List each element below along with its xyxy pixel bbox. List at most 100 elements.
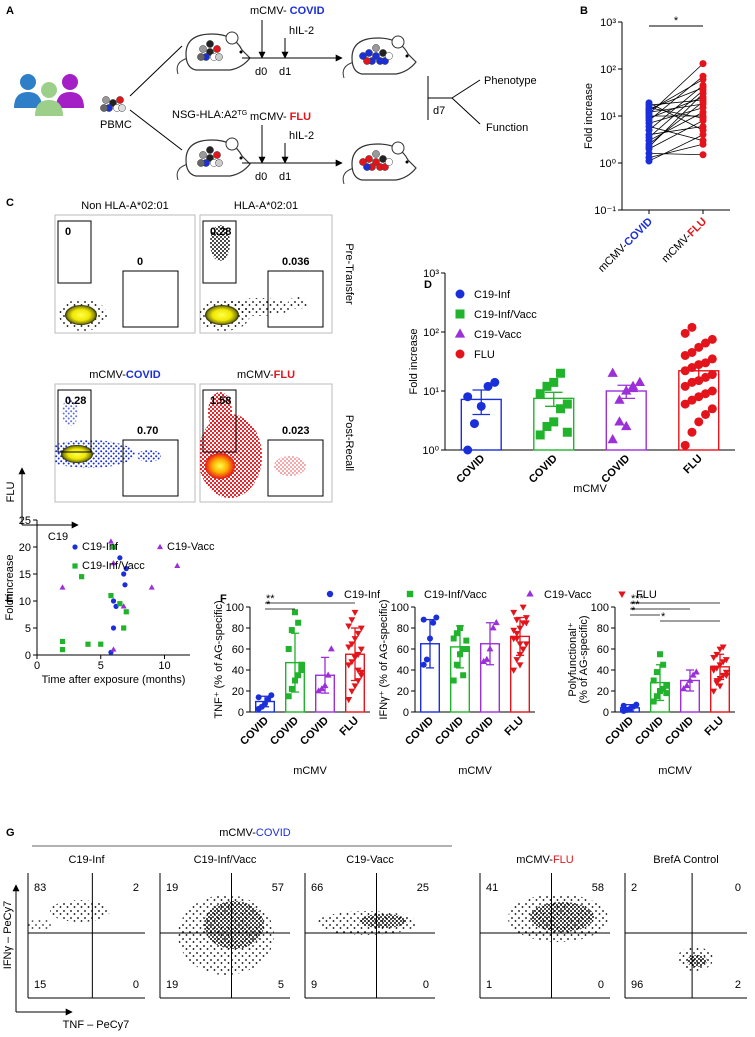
quadrant-label: 2 bbox=[133, 882, 139, 894]
flow-title-part: mCMV- bbox=[89, 369, 126, 381]
cell bbox=[215, 159, 223, 167]
gate bbox=[122, 270, 179, 328]
legend-label: C19-Inf/Vacc bbox=[82, 560, 145, 572]
event-cloud bbox=[208, 392, 232, 432]
data-point bbox=[490, 377, 500, 387]
x-tick-label-part: mCMV- bbox=[660, 231, 695, 266]
data-point bbox=[614, 416, 625, 426]
pair-line bbox=[648, 153, 704, 156]
data-point bbox=[327, 645, 335, 652]
quadrant-label: 9 bbox=[311, 979, 317, 991]
panel-letter: E bbox=[6, 593, 13, 605]
quadrant-label: 96 bbox=[631, 979, 643, 991]
data-point bbox=[680, 440, 690, 450]
x-tick-label: COVID bbox=[433, 715, 466, 748]
data-point bbox=[450, 677, 457, 684]
data-point bbox=[423, 656, 430, 663]
group-header: mCMV-COVID bbox=[219, 827, 291, 839]
readout-label: Phenotype bbox=[484, 75, 537, 87]
significance-label: ** bbox=[266, 593, 275, 605]
x-tick-label: 0 bbox=[34, 660, 40, 672]
pair-line bbox=[648, 120, 704, 150]
flow-title: BrefA Control bbox=[653, 854, 718, 866]
event-cloud bbox=[274, 456, 306, 476]
strain-label-part: NSG-HLA:A2 bbox=[172, 109, 237, 121]
data-point bbox=[174, 562, 181, 568]
significance-label: *** bbox=[631, 593, 645, 605]
cell bbox=[213, 151, 221, 159]
data-point bbox=[707, 334, 717, 344]
y-axis-label: Polyfunctional⁺ bbox=[567, 622, 579, 696]
y-tick-label: 10⁰ bbox=[599, 158, 616, 170]
event-cloud bbox=[137, 450, 161, 462]
gate-label: 0.023 bbox=[282, 425, 310, 437]
data-point bbox=[265, 696, 272, 703]
y-tick-label: 80 bbox=[232, 623, 244, 635]
data-point bbox=[357, 672, 365, 679]
cell bbox=[100, 104, 108, 112]
quadrant-label: 57 bbox=[272, 882, 284, 894]
data-point bbox=[620, 702, 627, 709]
y-tick-label: 40 bbox=[397, 665, 409, 677]
data-point bbox=[707, 354, 717, 364]
panel-letter: F bbox=[220, 593, 227, 605]
event-cloud bbox=[204, 901, 264, 949]
significance-label: ** bbox=[631, 599, 640, 611]
data-point bbox=[645, 143, 653, 151]
data-point bbox=[680, 685, 688, 692]
flow-title: mCMV-FLU bbox=[237, 369, 295, 381]
cell bbox=[109, 99, 117, 107]
data-point bbox=[510, 667, 518, 674]
legend-label: C19-Inf/Vacc bbox=[474, 309, 537, 321]
data-point bbox=[694, 417, 704, 427]
y-tick-label: 100 bbox=[226, 602, 244, 614]
x-tick-label: 10 bbox=[158, 660, 170, 672]
person-body bbox=[14, 92, 42, 108]
cell bbox=[118, 104, 126, 112]
pair-line bbox=[648, 107, 704, 124]
data-point bbox=[120, 603, 127, 609]
data-point bbox=[621, 420, 632, 431]
event-cloud bbox=[530, 902, 594, 932]
flow-title-part: FLU bbox=[553, 854, 574, 866]
data-point bbox=[549, 377, 559, 387]
strain-label-part: TG bbox=[237, 110, 247, 117]
data-point bbox=[683, 682, 691, 689]
data-point bbox=[701, 372, 711, 382]
data-point bbox=[513, 636, 521, 643]
data-point bbox=[542, 422, 552, 432]
data-point bbox=[663, 682, 670, 689]
data-point bbox=[351, 609, 359, 616]
data-point bbox=[699, 75, 707, 83]
data-point bbox=[689, 671, 697, 678]
y-tick-label: 0 bbox=[603, 707, 609, 719]
data-point bbox=[110, 559, 117, 566]
legend-swatch bbox=[455, 349, 465, 359]
data-point bbox=[420, 661, 427, 668]
data-point bbox=[645, 99, 653, 107]
arm-label-part: mCMV- bbox=[250, 5, 287, 17]
event-cloud bbox=[65, 305, 97, 325]
legend-swatch bbox=[326, 590, 334, 598]
cell bbox=[381, 163, 389, 171]
day-label: d0 bbox=[255, 66, 267, 78]
data-point bbox=[687, 363, 697, 373]
gate bbox=[267, 270, 324, 328]
row-label: Post-Recall bbox=[343, 415, 355, 471]
data-point bbox=[268, 692, 275, 699]
y-axis-label: Fold increase bbox=[408, 328, 420, 394]
data-point bbox=[463, 445, 473, 455]
event-cloud bbox=[50, 900, 110, 922]
data-point bbox=[123, 566, 129, 572]
x-tick-label: COVID bbox=[633, 715, 666, 748]
panel-letter: D bbox=[424, 279, 432, 291]
data-point bbox=[324, 671, 332, 678]
quadrant-label: 5 bbox=[278, 979, 284, 991]
legend-swatch bbox=[157, 543, 163, 550]
legend-swatch bbox=[72, 544, 78, 550]
x-axis-label: mCMV bbox=[458, 765, 492, 777]
data-point bbox=[110, 646, 117, 652]
flow-title: mCMV-FLU bbox=[516, 854, 574, 866]
arm-label: mCMV- FLU bbox=[250, 111, 311, 123]
